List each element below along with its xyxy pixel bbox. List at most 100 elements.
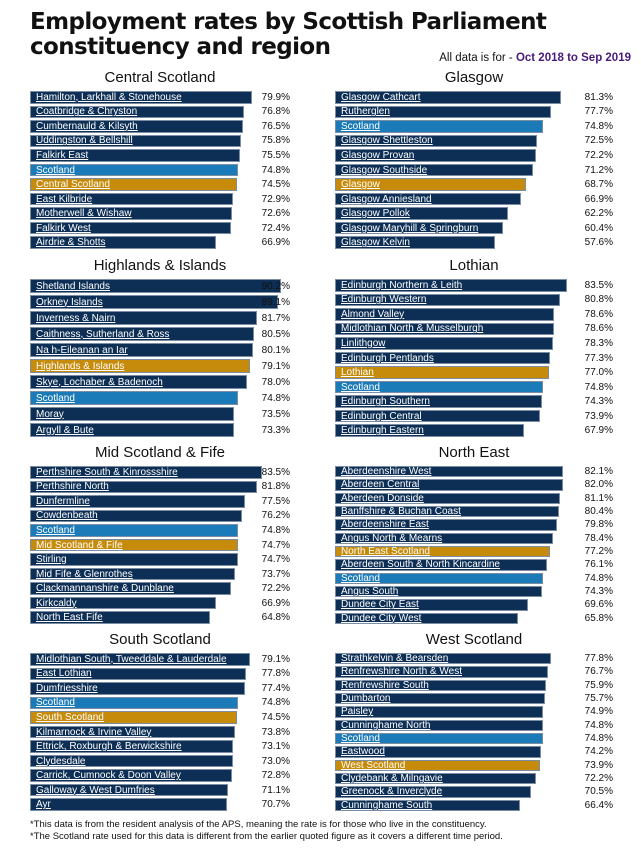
bar-label[interactable]: Renfrewshire North & West <box>341 666 462 678</box>
bar-label[interactable]: Edinburgh Eastern <box>341 425 424 437</box>
bar-label[interactable]: Galloway & West Dumfries <box>36 784 155 796</box>
bar-label[interactable]: Scotland <box>341 572 380 584</box>
bar-label[interactable]: Coatbridge & Chryston <box>36 106 138 118</box>
bar-label[interactable]: Scotland <box>36 164 75 176</box>
bar-label[interactable]: Central Scotland <box>36 179 110 191</box>
bar-label[interactable]: North East Scotland <box>341 546 430 558</box>
bar-label[interactable]: Glasgow Southside <box>341 164 428 176</box>
bar-label[interactable]: Paisley <box>341 706 374 718</box>
bar-label[interactable]: Edinburgh Pentlands <box>341 352 434 364</box>
bar-label[interactable]: Airdrie & Shotts <box>36 237 106 249</box>
bar-label[interactable]: South Scotland <box>36 711 104 723</box>
bar-label[interactable]: Uddingston & Bellshill <box>36 135 133 147</box>
bar-label[interactable]: Falkirk West <box>36 222 91 234</box>
bar-label[interactable]: Glasgow Kelvin <box>341 237 410 249</box>
bar-label[interactable]: Angus South <box>341 586 399 598</box>
bar-label[interactable]: Shetland Islands <box>36 280 110 292</box>
bar-label[interactable]: Aberdeen Donside <box>341 492 424 504</box>
bar-label[interactable]: Scotland <box>36 392 75 404</box>
bar-label[interactable]: Scotland <box>341 381 380 393</box>
bar-label[interactable]: Dumbarton <box>341 693 391 705</box>
bar-label[interactable]: Linlithgow <box>341 337 386 349</box>
bar-label[interactable]: Banffshire & Buchan Coast <box>341 506 461 518</box>
bar-label[interactable]: Glasgow <box>341 179 380 191</box>
bar-label[interactable]: Glasgow Provan <box>341 149 415 161</box>
bar-label[interactable]: Cowdenbeath <box>36 510 98 522</box>
bar-label[interactable]: Cumbernauld & Kilsyth <box>36 120 138 132</box>
bar-label[interactable]: Scotland <box>36 524 75 536</box>
bar-label[interactable]: Mid Fife & Glenrothes <box>36 568 133 580</box>
bar-label[interactable]: Glasgow Anniesland <box>341 193 432 205</box>
bar-label[interactable]: Greenock & Inverclyde <box>341 786 443 798</box>
bar-label[interactable]: Skye, Lochaber & Badenoch <box>36 376 163 388</box>
bar-label[interactable]: Highlands & Islands <box>36 360 125 372</box>
bar-label[interactable]: Aberdeenshire East <box>341 519 429 531</box>
bar-label[interactable]: Edinburgh Central <box>341 410 422 422</box>
bar-label[interactable]: North East Fife <box>36 612 103 624</box>
bar-label[interactable]: Scotland <box>36 697 75 709</box>
bar-label[interactable]: Lothian <box>341 367 374 379</box>
bar-row: Mid Scotland & Fife 74.7% <box>30 538 290 552</box>
bar-label[interactable]: Aberdeen Central <box>341 479 420 491</box>
bar-label[interactable]: Edinburgh Southern <box>341 396 430 408</box>
bar-label[interactable]: Stirling <box>36 554 67 566</box>
bar-label[interactable]: East Lothian <box>36 668 92 680</box>
bar-constituency <box>30 725 236 739</box>
bar-row: Motherwell & Wishaw 72.6% <box>30 207 290 220</box>
bar-row: Argyll & Bute 73.3% <box>30 423 290 437</box>
bar-label[interactable]: Scotland <box>341 733 380 745</box>
bar-label[interactable]: Argyll & Bute <box>36 424 94 436</box>
bar-label[interactable]: Aberdeenshire West <box>341 466 432 478</box>
bar-label[interactable]: Moray <box>36 408 64 420</box>
bar-row: Edinburgh Northern & Leith 83.5% <box>335 279 613 292</box>
bar-label[interactable]: Strathkelvin & Bearsden <box>341 653 449 665</box>
bar-label[interactable]: Inverness & Nairn <box>36 312 116 324</box>
bar-label[interactable]: Glasgow Shettleston <box>341 135 433 147</box>
bar-label[interactable]: Edinburgh Northern & Leith <box>341 279 463 291</box>
data-label: 77.4% <box>261 682 290 694</box>
bar-label[interactable]: Eastwood <box>341 746 385 758</box>
bar-label[interactable]: Carrick, Cumnock & Doon Valley <box>36 770 181 782</box>
bar-label[interactable]: West Scotland <box>341 759 406 771</box>
bar-constituency <box>30 553 238 566</box>
bar-label[interactable]: Motherwell & Wishaw <box>36 208 132 220</box>
bar-label[interactable]: East Kilbride <box>36 193 93 205</box>
bar-label[interactable]: Scotland <box>341 120 380 132</box>
bar-label[interactable]: Aberdeen South & North Kincardine <box>341 559 500 571</box>
bar-label[interactable]: Ayr <box>36 799 51 811</box>
bar-label[interactable]: Midlothian South, Tweeddale & Lauderdale <box>36 653 227 665</box>
bar-constituency <box>30 740 234 753</box>
bar-label[interactable]: Perthshire South & Kinrossshire <box>36 466 178 478</box>
bar-label[interactable]: Rutherglen <box>341 106 390 118</box>
bar-label[interactable]: Orkney Islands <box>36 296 103 308</box>
bar-label[interactable]: Glasgow Pollok <box>341 208 410 220</box>
bar-label[interactable]: Midlothian North & Musselburgh <box>341 323 484 335</box>
bar-label[interactable]: Perthshire North <box>36 481 109 493</box>
bar-label[interactable]: Falkirk East <box>36 149 89 161</box>
bar-label[interactable]: Dumfriesshire <box>36 682 98 694</box>
bar-label[interactable]: Glasgow Maryhill & Springburn <box>341 222 479 234</box>
bar-label[interactable]: Kilmarnock & Irvine Valley <box>36 726 152 738</box>
bar-label[interactable]: Renfrewshire South <box>341 679 429 691</box>
bar-label[interactable]: Clydebank & Milngavie <box>341 773 443 785</box>
bar-label[interactable]: Dundee City West <box>341 612 422 624</box>
bar-label[interactable]: Mid Scotland & Fife <box>36 539 123 551</box>
bar-label[interactable]: Cunninghame North <box>341 719 431 731</box>
bar-label[interactable]: Dundee City East <box>341 599 419 611</box>
bar-label[interactable]: Na h-Eileanan an Iar <box>36 344 128 356</box>
period-value: Oct 2018 to Sep 2019 <box>515 52 631 64</box>
bar-label[interactable]: Caithness, Sutherland & Ross <box>36 328 170 340</box>
bar-label[interactable]: Glasgow Cathcart <box>341 91 421 103</box>
bar-label[interactable]: Edinburgh Western <box>341 294 427 306</box>
bar-label[interactable]: Dunfermline <box>36 495 90 507</box>
bar-label[interactable]: Clackmannanshire & Dunblane <box>36 583 174 595</box>
bar-label[interactable]: Clydesdale <box>36 755 86 767</box>
data-label: 76.2% <box>261 510 290 522</box>
bar-label[interactable]: Almond Valley <box>341 308 405 320</box>
bar-label[interactable]: Hamilton, Larkhall & Stonehouse <box>36 91 182 103</box>
bar-label[interactable]: Ettrick, Roxburgh & Berwickshire <box>36 741 182 753</box>
bar-label[interactable]: Angus North & Mearns <box>341 532 443 544</box>
bar-label[interactable]: Cunninghame South <box>341 799 433 811</box>
bar-label[interactable]: Kirkcaldy <box>36 597 77 609</box>
